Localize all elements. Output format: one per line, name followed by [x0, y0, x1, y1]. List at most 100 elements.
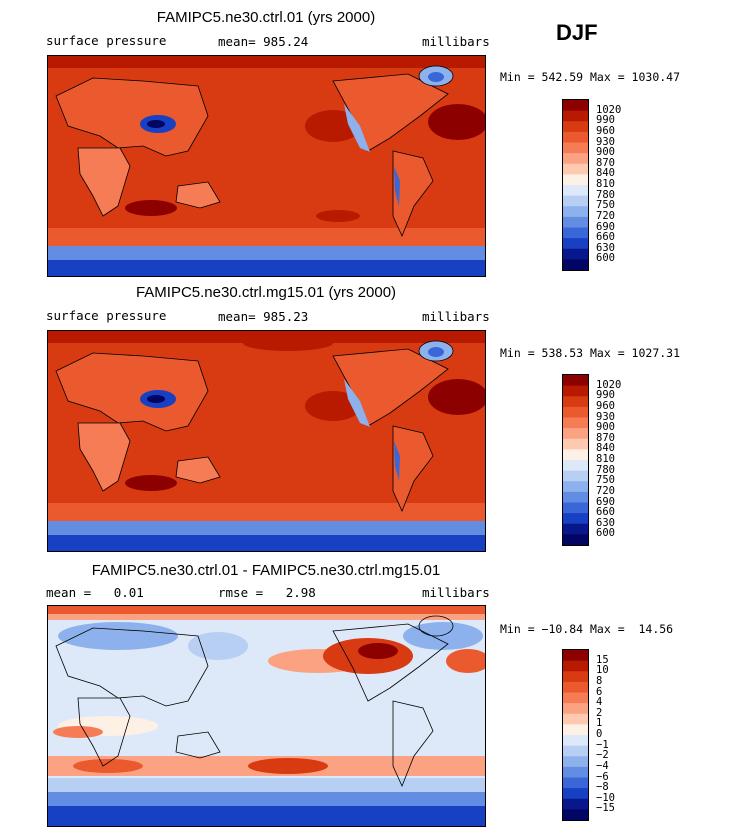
colorbar-tick-label: 690 — [596, 495, 615, 508]
colorbar-swatch — [563, 788, 588, 800]
colorbar-tick-label: −4 — [596, 759, 609, 772]
colorbar-swatch — [563, 650, 588, 662]
colorbar-tick-label: 720 — [596, 209, 615, 222]
minmax-label: Min = 542.59 Max = 1030.47 — [500, 70, 681, 84]
eurasia — [55, 77, 209, 157]
colorbar-tick-label: 990 — [596, 389, 615, 402]
colorbar-tick-label: 900 — [596, 421, 615, 434]
andes — [394, 441, 400, 481]
minmax-label: Min = 538.53 Max = 1027.31 — [500, 346, 681, 360]
colorbar-swatch — [563, 153, 588, 165]
siberian-high — [428, 104, 485, 140]
colorbar-tick-label: 840 — [596, 167, 615, 180]
colorbar-tick-label: −10 — [596, 791, 615, 804]
colorbar-swatch — [563, 502, 588, 514]
antarctica-plateau — [48, 260, 485, 276]
colorbar-tick-label: 660 — [596, 231, 615, 244]
colorbar-tick-label: 4 — [596, 696, 603, 709]
colorbar-tick-label: 1020 — [596, 378, 622, 391]
atlantic-pos — [446, 649, 485, 673]
colorbar-tick-label: 750 — [596, 474, 615, 487]
tibet-core — [147, 120, 165, 128]
colorbar-tick-label: 0 — [596, 728, 603, 740]
southern-trough — [48, 228, 485, 246]
colorbar-swatch — [563, 735, 588, 747]
colorbar-svg — [563, 375, 588, 545]
arctic-band — [48, 606, 485, 614]
colorbar-tick-label: 630 — [596, 241, 615, 254]
africa — [77, 422, 131, 492]
colorbar-swatch — [563, 756, 588, 768]
colorbar-tick-label: 720 — [596, 484, 615, 497]
australia — [175, 456, 221, 484]
colorbar-tick-label: −2 — [596, 749, 609, 762]
colorbar-tick-label: 630 — [596, 516, 615, 529]
colorbar-swatch — [563, 798, 588, 810]
mean-label: mean= 985.23 — [218, 309, 309, 324]
colorbar — [562, 99, 589, 271]
greenland-core — [428, 347, 444, 357]
colorbar — [562, 649, 589, 821]
colorbar-svg — [563, 650, 588, 820]
colorbar-tick-label: 10 — [596, 664, 609, 677]
colorbar-tick-label: 600 — [596, 252, 615, 265]
north-america-coast — [332, 623, 449, 702]
colorbar-tick-label: 2 — [596, 706, 603, 719]
southern-neg-band — [48, 778, 485, 792]
map-svg — [48, 606, 485, 826]
siberian-high — [428, 379, 485, 415]
colorbar-tick-label: −15 — [596, 802, 615, 815]
colorbar-tick-label: 780 — [596, 463, 615, 476]
colorbar-swatch — [563, 724, 588, 736]
subtropical-high — [305, 391, 361, 421]
colorbar-swatch — [563, 481, 588, 493]
colorbar-tick-label: 6 — [596, 685, 603, 698]
colorbar-swatch — [563, 713, 588, 725]
greenland-core — [428, 72, 444, 82]
eurasia — [55, 352, 209, 432]
north-atlantic-neg — [58, 622, 178, 650]
greenland-coast — [418, 615, 454, 637]
asia-neg — [188, 632, 248, 660]
difference-map — [47, 605, 486, 827]
colorbar-swatch — [563, 681, 588, 694]
colorbar-tick-label: 870 — [596, 156, 615, 169]
antarctic-neg — [48, 792, 485, 806]
southern-trough — [48, 503, 485, 521]
colorbar-swatch — [563, 671, 588, 683]
south-indian-high — [125, 475, 177, 491]
panel-title: FAMIPC5.ne30.ctrl.01 - FAMIPC5.ne30.ctrl… — [91, 562, 441, 579]
colorbar-swatch — [563, 110, 588, 122]
colorbar-tick-label: 960 — [596, 124, 615, 137]
aleutian-ridge — [243, 335, 333, 351]
colorbar-swatch — [563, 534, 588, 545]
south-america-coast — [392, 700, 434, 788]
south-pacific-high — [316, 210, 360, 222]
europe-neg — [403, 622, 483, 650]
colorbar-swatch — [563, 185, 588, 197]
colorbar-tick-label: −8 — [596, 781, 609, 794]
colorbar-tick-label: 1020 — [596, 103, 622, 116]
colorbar-swatch — [563, 406, 588, 419]
colorbar-swatch — [563, 809, 588, 820]
variable-label: surface pressure — [46, 33, 167, 48]
southern-pos-peak — [248, 758, 328, 774]
southern-pos-west — [73, 759, 143, 773]
colorbar-swatch — [563, 703, 588, 715]
colorbar-swatch — [563, 660, 588, 672]
colorbar-swatch — [563, 777, 588, 789]
colorbar-tick-label: 690 — [596, 220, 615, 233]
colorbar-swatch — [563, 766, 588, 779]
colorbar-swatch — [563, 428, 588, 440]
rmse-label: rmse = 2.98 — [218, 585, 316, 600]
colorbar-swatch — [563, 206, 588, 218]
andes — [394, 166, 400, 206]
arctic-band — [48, 56, 485, 68]
minmax-label: Min = −10.84 Max = 14.56 — [500, 622, 674, 636]
africa-coast — [77, 697, 131, 767]
colorbar-swatch — [563, 195, 588, 207]
colorbar-tick-label: 930 — [596, 410, 615, 423]
mean-label: mean = 0.01 — [46, 585, 144, 600]
colorbar-swatch — [563, 100, 588, 112]
colorbar-swatch — [563, 460, 588, 472]
